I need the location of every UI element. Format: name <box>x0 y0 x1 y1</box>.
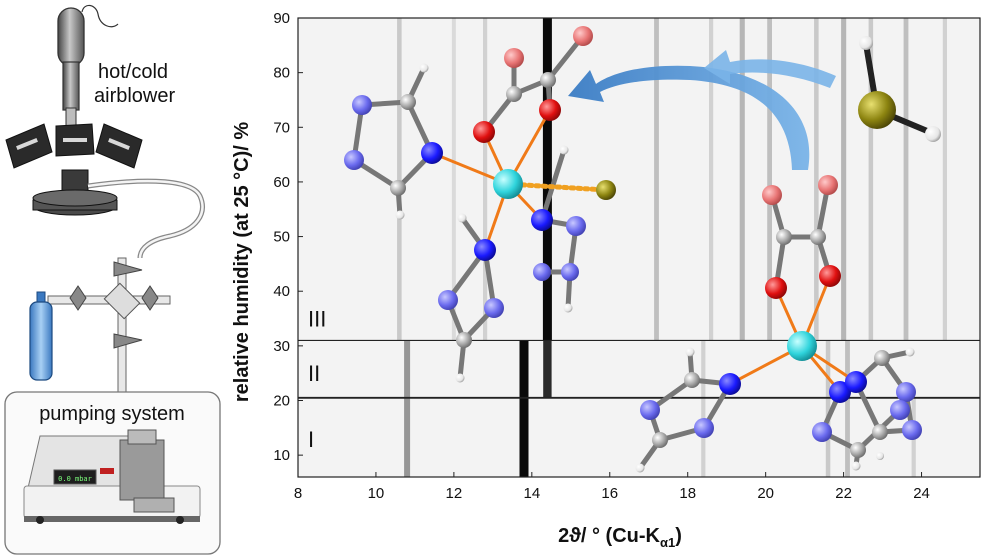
region-label: III <box>308 307 326 332</box>
x-axis-label-main: 2ϑ/ ° (Cu-K <box>558 525 660 547</box>
reflection-stripe <box>845 397 850 477</box>
reflection-stripe <box>841 18 847 341</box>
apparatus: hot/cold airblower <box>4 4 221 555</box>
y-tick-label: 20 <box>273 393 290 410</box>
reflection-stripe <box>942 18 947 341</box>
reflection-stripe <box>519 340 529 398</box>
x-axis-label-close: ) <box>675 525 682 547</box>
x-tick-label: 22 <box>835 485 852 502</box>
reflection-stripe <box>814 18 819 341</box>
airblower-icon <box>57 7 85 133</box>
pump-label: pumping system <box>39 403 185 425</box>
reflection-stripe <box>701 340 706 398</box>
y-tick-label: 80 <box>273 65 290 82</box>
x-tick-label: 18 <box>679 485 696 502</box>
pump-display: 0.0 mbar <box>58 475 92 483</box>
y-axis-ticks: 10 20 30 40 50 60 70 80 90 <box>273 10 303 464</box>
h2s-molecule <box>858 36 941 142</box>
molecule-overlays <box>344 26 941 473</box>
plot-frame <box>297 17 981 478</box>
reflection-stripe <box>519 397 529 477</box>
reflection-stripe <box>739 18 745 341</box>
x-axis-ticks: 8 10 12 14 16 18 20 22 24 <box>294 472 930 502</box>
x-tick-label: 20 <box>757 485 774 502</box>
reflection-stripe <box>543 340 552 398</box>
x-tick-label: 10 <box>368 485 385 502</box>
y-tick-label: 90 <box>273 10 290 27</box>
valve-icon <box>47 257 171 393</box>
x-tick-label: 12 <box>446 485 463 502</box>
reflection-stripe <box>654 18 659 341</box>
x-axis-label: 2ϑ/ ° (Cu-Kα1) <box>558 525 682 550</box>
region-label: I <box>308 427 314 452</box>
reflection-stripe <box>825 340 831 398</box>
x-tick-label: 14 <box>523 485 540 502</box>
reflection-stripe <box>542 18 552 341</box>
pump-icon: 0.0 mbar <box>23 429 201 524</box>
complex-upper <box>344 26 616 383</box>
y-tick-label: 30 <box>273 338 290 355</box>
reflection-stripe <box>767 18 772 341</box>
reflection-stripe <box>845 340 850 398</box>
blower-label-line2: airblower <box>94 85 175 107</box>
reflection-stripe <box>404 397 411 477</box>
reflection-stripe <box>483 18 488 341</box>
reflection-stripe <box>868 18 874 341</box>
x-tick-label: 24 <box>913 485 930 502</box>
curved-arrow-icon <box>568 50 836 170</box>
x-tick-label: 16 <box>601 485 618 502</box>
complex-lower <box>635 175 922 473</box>
x-tick-label: 8 <box>294 485 302 502</box>
diffractometer-head-icon <box>5 123 143 216</box>
y-axis-label: relative humidity (at 25 °C)/ % <box>231 122 253 403</box>
reflection-stripe <box>451 18 456 341</box>
blower-label-line1: hot/cold <box>98 61 168 83</box>
x-axis-label-subscript: α1 <box>660 535 675 550</box>
region-label: II <box>308 361 320 386</box>
reflection-stripe <box>709 18 714 341</box>
y-tick-label: 10 <box>273 447 290 464</box>
y-tick-label: 60 <box>273 174 290 191</box>
y-tick-label: 40 <box>273 283 290 300</box>
reflection-stripes <box>397 18 947 477</box>
reflection-stripe <box>404 340 411 398</box>
y-tick-label: 70 <box>273 119 290 136</box>
gas-bottle-icon <box>29 291 53 381</box>
reflection-stripe <box>903 18 909 341</box>
blower-cable <box>81 4 119 28</box>
y-tick-label: 50 <box>273 229 290 246</box>
reflection-stripe <box>397 18 402 341</box>
